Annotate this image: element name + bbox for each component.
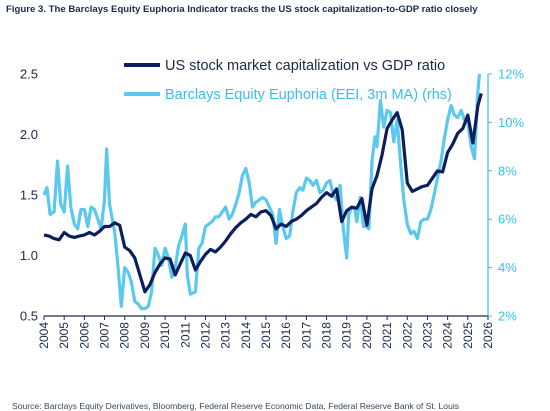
x-tick-label: 2011: [178, 322, 192, 348]
y-right-tick-label: 12%: [498, 67, 524, 82]
x-tick-label: 2006: [77, 322, 91, 349]
source-note: Source: Barclays Equity Derivatives, Blo…: [12, 401, 460, 411]
x-tick-label: 2009: [138, 322, 152, 349]
x-tick-label: 2018: [320, 322, 334, 349]
series-line-euphoria: [42, 73, 482, 311]
x-tick-label: 2025: [461, 322, 475, 349]
x-tick-label: 2017: [299, 322, 313, 349]
legend: US stock market capitalization vs GDP ra…: [124, 58, 452, 103]
x-tick-label: 2023: [420, 322, 434, 349]
chart-axes: 0.5 1.0 1.5 2.0 2.5 2% 4% 6% 8% 10% 12% 2004 2005 200…: [20, 67, 525, 349]
legend-label-primary: US stock market capitalization vs GDP ra…: [165, 58, 445, 74]
series-layer: [42, 73, 483, 311]
x-tick-label: 2008: [118, 322, 132, 349]
legend-label-secondary: Barclays Equity Euphoria (EEI, 3m MA) (r…: [165, 87, 452, 103]
y-left-tick-label: 2.5: [20, 67, 38, 82]
x-tick-label: 2024: [441, 322, 455, 349]
y-right-tick-label: 4%: [498, 260, 517, 275]
y-left-tick-label: 1.0: [20, 248, 38, 263]
y-left-tick-label: 1.5: [20, 188, 38, 203]
figure-caption: Figure 3. The Barclays Equity Euphoria I…: [6, 4, 478, 15]
x-tick-label: 2015: [259, 322, 273, 349]
x-tick-label: 2014: [239, 322, 253, 349]
x-tick-label: 2026: [481, 322, 495, 349]
x-tick-label: 2019: [340, 322, 354, 349]
y-right-tick-label: 2%: [498, 309, 517, 324]
y-right-tick-label: 6%: [498, 212, 517, 227]
x-tick-label: 2010: [158, 322, 172, 349]
y-right-tick-label: 10%: [498, 115, 524, 130]
x-tick-label: 2007: [98, 322, 112, 349]
y-right-tick-label: 8%: [498, 163, 517, 178]
x-tick-label: 2021: [380, 322, 394, 349]
y-left-tick-label: 2.0: [20, 127, 38, 142]
y-left-tick-label: 0.5: [20, 309, 38, 324]
x-tick-label: 2004: [37, 322, 51, 349]
series-line-mktcap-gdp: [43, 92, 483, 294]
x-tick-label: 2016: [279, 322, 293, 349]
x-tick-label: 2022: [400, 322, 414, 349]
x-tick-label: 2013: [219, 322, 233, 349]
x-tick-label: 2005: [57, 322, 71, 349]
x-tick-label: 2012: [198, 322, 212, 349]
x-tick-label: 2020: [360, 322, 374, 349]
